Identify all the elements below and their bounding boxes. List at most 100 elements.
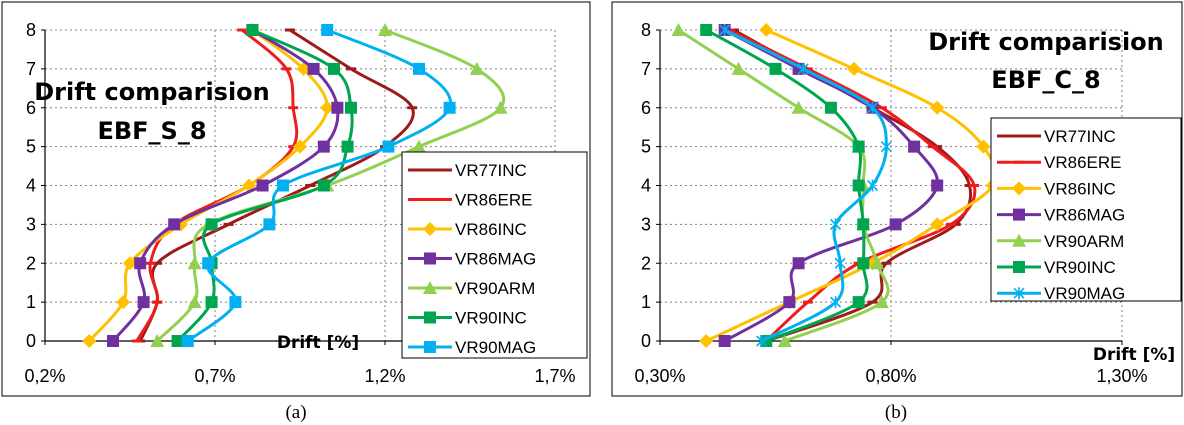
data-point xyxy=(847,61,862,76)
series-vr90mag xyxy=(719,24,892,347)
y-tick-label: 0 xyxy=(641,331,651,351)
data-point xyxy=(293,139,307,154)
chart-a-caption: (a) xyxy=(285,402,306,423)
data-point xyxy=(699,334,714,348)
data-point xyxy=(731,61,746,75)
data-point xyxy=(700,24,713,36)
data-point xyxy=(930,217,945,232)
data-point xyxy=(413,62,425,75)
y-tick-label: 4 xyxy=(641,176,651,196)
data-point xyxy=(320,100,335,115)
chart-subtitle: EBF_C_8 xyxy=(991,66,1100,94)
data-point xyxy=(181,335,194,347)
x-tick-label: 0,2% xyxy=(24,366,65,386)
data-point xyxy=(107,335,119,347)
data-point xyxy=(880,140,892,153)
y-tick-label: 8 xyxy=(641,20,651,40)
legend-label: VR86INC xyxy=(1044,179,1116,198)
data-point xyxy=(317,140,330,153)
legend-item: VR77INC xyxy=(997,127,1116,146)
data-point xyxy=(205,218,218,231)
data-point xyxy=(137,296,150,309)
data-point xyxy=(829,218,842,231)
legend: VR77INC VR86ERE VR86INC VR86MAG VR90ARM VR90I… xyxy=(990,117,1182,303)
data-point xyxy=(469,61,484,75)
data-point xyxy=(317,179,330,192)
y-tick-label: 7 xyxy=(26,59,36,79)
data-point xyxy=(829,296,842,309)
data-point xyxy=(171,335,184,347)
legend-label: VR90MAG xyxy=(1044,284,1125,303)
data-point xyxy=(889,218,902,231)
data-point xyxy=(187,295,202,309)
series-vr90inc xyxy=(171,24,357,347)
data-point xyxy=(718,335,731,347)
data-point xyxy=(382,140,395,153)
legend-label: VR86INC xyxy=(455,220,527,239)
x-tick-label: 1,2% xyxy=(364,366,405,386)
legend-label: VR90INC xyxy=(1044,258,1116,277)
data-point xyxy=(834,257,846,270)
legend-item: VR86INC xyxy=(408,220,527,239)
data-point xyxy=(412,139,426,153)
chart-subtitle: EBF_S_8 xyxy=(97,117,206,145)
legend-label: VR86ERE xyxy=(455,191,532,210)
x-axis-label: Drift [%] xyxy=(1093,345,1175,365)
data-point xyxy=(123,256,137,271)
y-tick-label: 2 xyxy=(26,253,36,273)
chart-title: Drift comparision xyxy=(928,28,1164,56)
legend-item: VR86INC xyxy=(997,179,1116,198)
chart-b: 0 1 2 3 4 5 6 7 8 0,30% 0,80% 1,30% Drift comparisio… xyxy=(634,20,1182,386)
data-point xyxy=(345,101,357,114)
data-point xyxy=(857,257,870,270)
x-tick-label: 1,30% xyxy=(1096,366,1147,386)
data-point xyxy=(187,256,202,270)
data-point xyxy=(852,140,865,153)
data-point xyxy=(791,100,806,114)
legend-marker xyxy=(424,311,436,324)
data-point xyxy=(759,23,774,37)
legend-item: VR90INC xyxy=(408,309,527,328)
y-tick-label: 0 xyxy=(26,331,36,351)
legend-label: VR90ARM xyxy=(1044,232,1124,251)
data-point xyxy=(852,179,865,192)
data-point xyxy=(792,257,805,270)
x-tick-label: 0,7% xyxy=(194,366,235,386)
y-tick-label: 6 xyxy=(26,98,36,118)
data-point xyxy=(263,218,276,231)
data-point xyxy=(341,140,354,153)
data-point xyxy=(777,334,792,347)
legend-label: VR90MAG xyxy=(455,338,536,357)
legend-item: VR86MAG xyxy=(408,250,536,269)
y-tick-label: 6 xyxy=(641,98,651,118)
x-axis-label: Drift [%] xyxy=(277,333,359,353)
y-tick-label: 7 xyxy=(641,59,651,79)
y-tick-label: 3 xyxy=(641,214,651,234)
data-point xyxy=(493,100,508,114)
data-point xyxy=(321,24,334,36)
legend-marker xyxy=(1012,181,1026,196)
y-tick-label: 5 xyxy=(641,137,651,157)
data-point xyxy=(296,61,311,76)
series-vr90mag xyxy=(181,24,456,347)
legend-marker xyxy=(424,252,436,265)
legend-label: VR86MAG xyxy=(1044,206,1125,225)
legend-marker xyxy=(1013,208,1025,221)
y-tick-label: 3 xyxy=(26,214,36,234)
data-point xyxy=(378,23,392,36)
series-line xyxy=(156,28,506,343)
x-tick-label: 0,30% xyxy=(634,366,685,386)
y-tick-label: 1 xyxy=(641,292,651,312)
chart-title: Drift comparision xyxy=(34,78,270,106)
chart-b-caption: (b) xyxy=(885,402,907,423)
legend-label: VR90INC xyxy=(455,309,527,328)
legend-label: VR90ARM xyxy=(455,279,535,298)
legend-item: VR90MAG xyxy=(408,338,536,357)
legend-label: VR77INC xyxy=(455,161,527,180)
data-point xyxy=(852,296,865,309)
legend-item: VR86ERE xyxy=(997,153,1121,172)
y-tick-label: 1 xyxy=(26,292,36,312)
data-point xyxy=(246,24,259,36)
data-point xyxy=(168,218,181,231)
legend-item: VR90ARM xyxy=(408,279,535,298)
